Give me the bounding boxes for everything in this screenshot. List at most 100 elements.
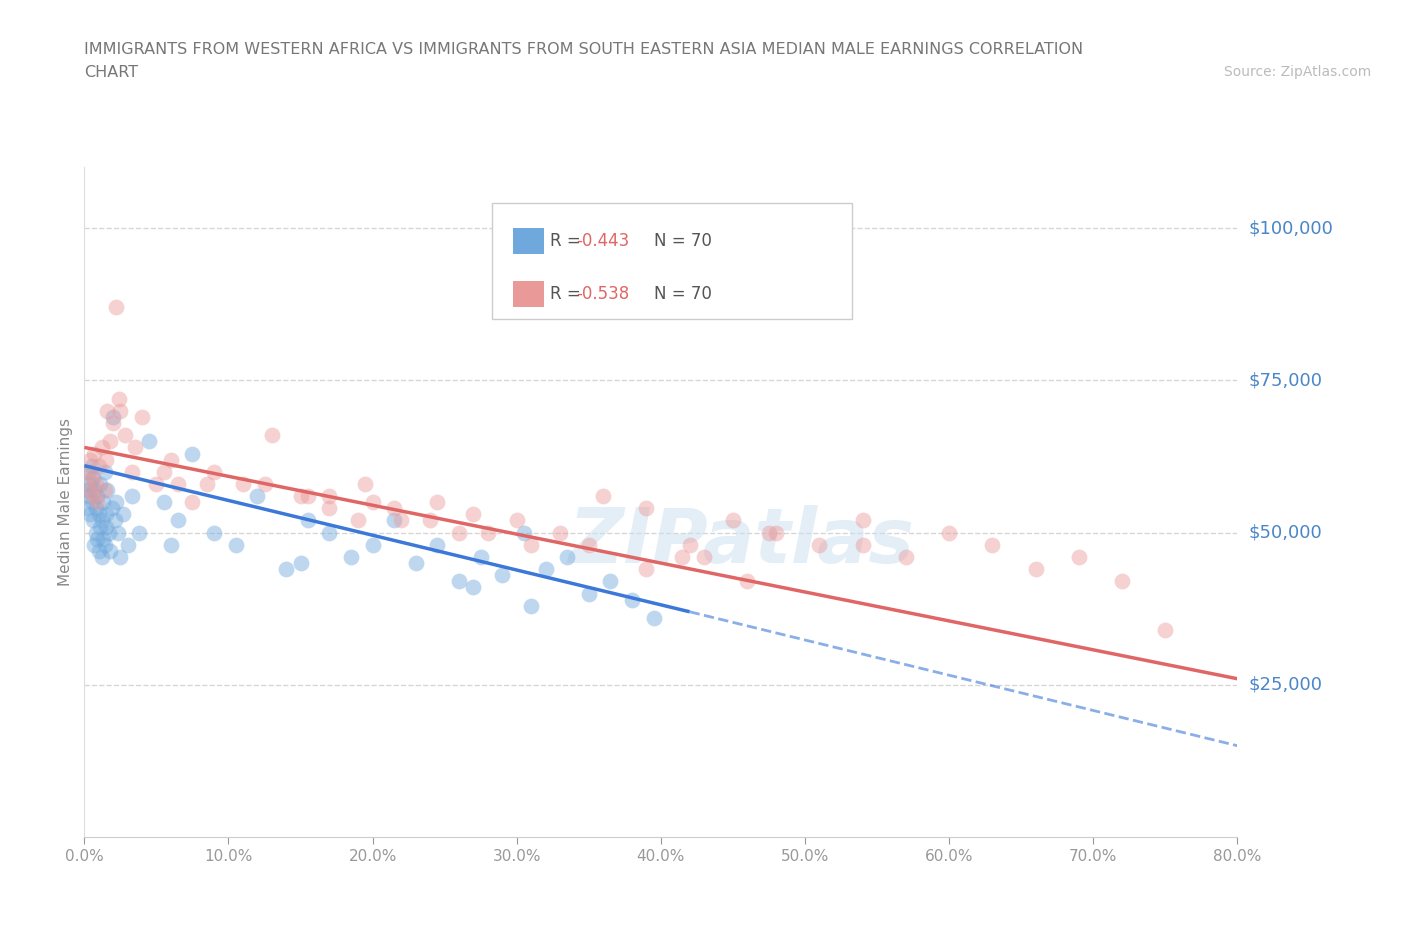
Point bbox=[678, 538, 700, 552]
Point bbox=[578, 538, 600, 552]
Point bbox=[693, 550, 716, 565]
Point bbox=[354, 476, 377, 491]
Point bbox=[297, 488, 319, 503]
Point bbox=[121, 464, 143, 479]
Point bbox=[104, 513, 127, 528]
Point bbox=[87, 458, 110, 473]
Point bbox=[89, 476, 111, 491]
Point bbox=[297, 513, 319, 528]
Point bbox=[110, 550, 132, 565]
Point bbox=[852, 513, 875, 528]
Point bbox=[145, 476, 167, 491]
Y-axis label: Median Male Earnings: Median Male Earnings bbox=[58, 418, 73, 586]
Point bbox=[117, 538, 139, 552]
Point bbox=[1111, 574, 1133, 589]
Point bbox=[91, 495, 114, 510]
Point bbox=[463, 580, 485, 595]
Point bbox=[76, 464, 98, 479]
Point bbox=[108, 392, 131, 406]
Point bbox=[513, 525, 536, 540]
Point bbox=[91, 531, 114, 546]
Point bbox=[382, 501, 405, 516]
Point bbox=[548, 525, 571, 540]
Point bbox=[79, 452, 101, 467]
Text: Source: ZipAtlas.com: Source: ZipAtlas.com bbox=[1223, 65, 1371, 79]
Point bbox=[419, 513, 441, 528]
Point bbox=[110, 404, 132, 418]
Text: -0.538: -0.538 bbox=[576, 286, 630, 303]
Point bbox=[93, 483, 115, 498]
Text: IMMIGRANTS FROM WESTERN AFRICA VS IMMIGRANTS FROM SOUTH EASTERN ASIA MEDIAN MALE: IMMIGRANTS FROM WESTERN AFRICA VS IMMIGR… bbox=[84, 42, 1084, 57]
Point bbox=[90, 440, 112, 455]
Point bbox=[80, 495, 103, 510]
Point bbox=[87, 507, 110, 522]
Point bbox=[981, 538, 1004, 552]
Point bbox=[361, 538, 384, 552]
Point bbox=[643, 610, 665, 625]
Point bbox=[671, 550, 693, 565]
Point bbox=[100, 501, 122, 516]
Point bbox=[96, 483, 118, 498]
Point bbox=[463, 507, 485, 522]
Point bbox=[894, 550, 917, 565]
Point bbox=[290, 488, 312, 503]
Point bbox=[84, 476, 107, 491]
Point bbox=[82, 488, 104, 503]
Point bbox=[340, 550, 363, 565]
Point bbox=[636, 501, 658, 516]
Point bbox=[79, 476, 101, 491]
Point bbox=[405, 555, 427, 570]
Point bbox=[599, 574, 621, 589]
Point bbox=[721, 513, 744, 528]
Point bbox=[938, 525, 960, 540]
Text: N = 70: N = 70 bbox=[654, 232, 711, 249]
Point bbox=[195, 476, 218, 491]
Point bbox=[274, 562, 298, 577]
Point bbox=[94, 452, 117, 467]
Point bbox=[94, 519, 117, 534]
Point bbox=[93, 464, 115, 479]
Point bbox=[77, 488, 100, 503]
Point bbox=[477, 525, 499, 540]
Point bbox=[76, 501, 98, 516]
Point bbox=[808, 538, 831, 552]
Point bbox=[202, 464, 225, 479]
Point bbox=[1024, 562, 1046, 577]
Point bbox=[107, 525, 129, 540]
Point bbox=[506, 513, 529, 528]
Point bbox=[290, 555, 312, 570]
Point bbox=[114, 428, 136, 443]
Point bbox=[470, 550, 492, 565]
Point bbox=[555, 550, 578, 565]
Point bbox=[347, 513, 370, 528]
Point bbox=[260, 428, 283, 443]
Point bbox=[83, 538, 105, 552]
Point bbox=[1154, 622, 1177, 637]
Point bbox=[112, 507, 135, 522]
Point bbox=[202, 525, 225, 540]
Point bbox=[160, 452, 183, 467]
Point bbox=[82, 513, 104, 528]
Point bbox=[121, 488, 143, 503]
Point bbox=[105, 300, 128, 315]
Point bbox=[253, 476, 276, 491]
Point bbox=[447, 574, 470, 589]
Point bbox=[318, 525, 340, 540]
Point bbox=[105, 495, 128, 510]
Point bbox=[391, 513, 413, 528]
Point bbox=[426, 538, 449, 552]
Point bbox=[382, 513, 405, 528]
Text: R =: R = bbox=[550, 286, 586, 303]
Text: $100,000: $100,000 bbox=[1249, 219, 1333, 237]
Point bbox=[90, 513, 112, 528]
Point bbox=[491, 568, 513, 583]
Point bbox=[246, 488, 269, 503]
Point bbox=[534, 562, 557, 577]
Text: $50,000: $50,000 bbox=[1249, 524, 1322, 541]
Text: -0.443: -0.443 bbox=[576, 232, 630, 249]
Point bbox=[758, 525, 780, 540]
Point bbox=[82, 471, 104, 485]
Point bbox=[87, 543, 110, 558]
Point bbox=[94, 507, 117, 522]
Point bbox=[86, 531, 108, 546]
